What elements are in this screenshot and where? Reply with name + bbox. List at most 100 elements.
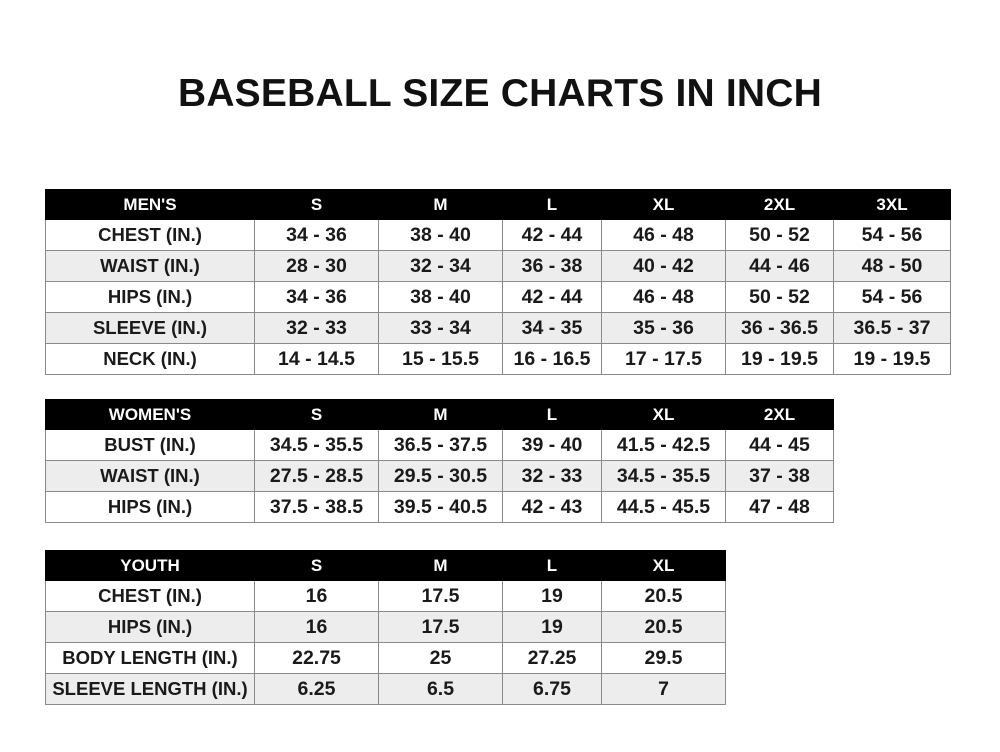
size-value: 54 - 56 bbox=[833, 281, 951, 313]
youth-size-table: YOUTH S M L XL CHEST (IN.) 16 17.5 19 20.5 HIPS (I… bbox=[45, 550, 726, 705]
measurement-label: CHEST (IN.) bbox=[45, 580, 255, 612]
size-header: S bbox=[254, 189, 379, 220]
size-value: 34.5 - 35.5 bbox=[601, 460, 726, 492]
size-value: 6.75 bbox=[502, 673, 602, 705]
measurement-label: HIPS (IN.) bbox=[45, 491, 255, 523]
size-header: L bbox=[502, 399, 602, 430]
measurement-label: BUST (IN.) bbox=[45, 429, 255, 461]
size-value: 32 - 34 bbox=[378, 250, 503, 282]
size-value: 54 - 56 bbox=[833, 219, 951, 251]
table-row: CHEST (IN.) 16 17.5 19 20.5 bbox=[45, 580, 726, 612]
size-value: 22.75 bbox=[254, 642, 379, 674]
mens-size-table: MEN'S S M L XL 2XL 3XL CHEST (IN.) 34 - 36 38 - 4… bbox=[45, 189, 951, 375]
size-value: 20.5 bbox=[601, 611, 726, 643]
page-title: BASEBALL SIZE CHARTS IN INCH bbox=[177, 72, 823, 115]
size-value: 15 - 15.5 bbox=[378, 343, 503, 375]
size-value: 17 - 17.5 bbox=[601, 343, 726, 375]
measurement-label: SLEEVE (IN.) bbox=[45, 312, 255, 344]
table-row: SLEEVE (IN.) 32 - 33 33 - 34 34 - 35 35 - 36… bbox=[45, 312, 951, 344]
size-value: 47 - 48 bbox=[725, 491, 834, 523]
size-value: 7 bbox=[601, 673, 726, 705]
measurement-label: HIPS (IN.) bbox=[45, 281, 255, 313]
table-row: NECK (IN.) 14 - 14.5 15 - 15.5 16 - 16.5 17 … bbox=[45, 343, 951, 375]
table-row: CHEST (IN.) 34 - 36 38 - 40 42 - 44 46 - 48 5… bbox=[45, 219, 951, 251]
size-value: 48 - 50 bbox=[833, 250, 951, 282]
size-value: 36.5 - 37.5 bbox=[378, 429, 503, 461]
size-value: 16 bbox=[254, 580, 379, 612]
size-header: M bbox=[378, 550, 503, 581]
size-value: 42 - 44 bbox=[502, 219, 602, 251]
size-value: 25 bbox=[378, 642, 503, 674]
measurement-label: BODY LENGTH (IN.) bbox=[45, 642, 255, 674]
size-header: S bbox=[254, 550, 379, 581]
measurement-label: CHEST (IN.) bbox=[45, 219, 255, 251]
size-value: 34 - 36 bbox=[254, 219, 379, 251]
table-row: WAIST (IN.) 27.5 - 28.5 29.5 - 30.5 32 - 33… bbox=[45, 460, 834, 492]
size-value: 36 - 36.5 bbox=[725, 312, 834, 344]
size-header: S bbox=[254, 399, 379, 430]
size-value: 32 - 33 bbox=[502, 460, 602, 492]
size-header: L bbox=[502, 550, 602, 581]
size-value: 39.5 - 40.5 bbox=[378, 491, 503, 523]
size-value: 46 - 48 bbox=[601, 281, 726, 313]
header-row: YOUTH S M L XL bbox=[45, 550, 726, 581]
size-value: 46 - 48 bbox=[601, 219, 726, 251]
size-value: 34 - 36 bbox=[254, 281, 379, 313]
size-value: 41.5 - 42.5 bbox=[601, 429, 726, 461]
header-row: MEN'S S M L XL 2XL 3XL bbox=[45, 189, 951, 220]
size-value: 36 - 38 bbox=[502, 250, 602, 282]
size-value: 35 - 36 bbox=[601, 312, 726, 344]
size-header: XL bbox=[601, 189, 726, 220]
size-value: 29.5 - 30.5 bbox=[378, 460, 503, 492]
measurement-label: HIPS (IN.) bbox=[45, 611, 255, 643]
size-value: 19 bbox=[502, 611, 602, 643]
size-value: 38 - 40 bbox=[378, 281, 503, 313]
size-value: 29.5 bbox=[601, 642, 726, 674]
size-value: 6.5 bbox=[378, 673, 503, 705]
size-value: 19 - 19.5 bbox=[833, 343, 951, 375]
size-value: 27.25 bbox=[502, 642, 602, 674]
size-value: 42 - 43 bbox=[502, 491, 602, 523]
table-row: HIPS (IN.) 37.5 - 38.5 39.5 - 40.5 42 - 43 4… bbox=[45, 491, 834, 523]
size-header: 2XL bbox=[725, 399, 834, 430]
size-value: 16 bbox=[254, 611, 379, 643]
size-value: 16 - 16.5 bbox=[502, 343, 602, 375]
size-value: 36.5 - 37 bbox=[833, 312, 951, 344]
table-row: SLEEVE LENGTH (IN.) 6.25 6.5 6.75 7 bbox=[45, 673, 726, 705]
category-header: WOMEN'S bbox=[45, 399, 255, 430]
size-value: 6.25 bbox=[254, 673, 379, 705]
size-header: XL bbox=[601, 399, 726, 430]
table-row: WAIST (IN.) 28 - 30 32 - 34 36 - 38 40 - 42 4… bbox=[45, 250, 951, 282]
table-row: BODY LENGTH (IN.) 22.75 25 27.25 29.5 bbox=[45, 642, 726, 674]
size-value: 17.5 bbox=[378, 611, 503, 643]
measurement-label: SLEEVE LENGTH (IN.) bbox=[45, 673, 255, 705]
size-value: 14 - 14.5 bbox=[254, 343, 379, 375]
size-value: 17.5 bbox=[378, 580, 503, 612]
size-value: 42 - 44 bbox=[502, 281, 602, 313]
table-row: HIPS (IN.) 16 17.5 19 20.5 bbox=[45, 611, 726, 643]
size-value: 19 - 19.5 bbox=[725, 343, 834, 375]
size-header: 2XL bbox=[725, 189, 834, 220]
size-value: 37.5 - 38.5 bbox=[254, 491, 379, 523]
size-value: 20.5 bbox=[601, 580, 726, 612]
table-row: HIPS (IN.) 34 - 36 38 - 40 42 - 44 46 - 48 50… bbox=[45, 281, 951, 313]
size-header: L bbox=[502, 189, 602, 220]
table-row: BUST (IN.) 34.5 - 35.5 36.5 - 37.5 39 - 40 4… bbox=[45, 429, 834, 461]
size-value: 44 - 46 bbox=[725, 250, 834, 282]
category-header: MEN'S bbox=[45, 189, 255, 220]
size-value: 40 - 42 bbox=[601, 250, 726, 282]
size-value: 28 - 30 bbox=[254, 250, 379, 282]
size-value: 44 - 45 bbox=[725, 429, 834, 461]
size-header: M bbox=[378, 189, 503, 220]
size-header: XL bbox=[601, 550, 726, 581]
category-header: YOUTH bbox=[45, 550, 255, 581]
womens-size-table: WOMEN'S S M L XL 2XL BUST (IN.) 34.5 - 35.5 36.5… bbox=[45, 399, 834, 523]
size-value: 38 - 40 bbox=[378, 219, 503, 251]
size-value: 50 - 52 bbox=[725, 219, 834, 251]
size-value: 44.5 - 45.5 bbox=[601, 491, 726, 523]
measurement-label: NECK (IN.) bbox=[45, 343, 255, 375]
size-value: 34.5 - 35.5 bbox=[254, 429, 379, 461]
measurement-label: WAIST (IN.) bbox=[45, 250, 255, 282]
size-value: 27.5 - 28.5 bbox=[254, 460, 379, 492]
size-value: 19 bbox=[502, 580, 602, 612]
